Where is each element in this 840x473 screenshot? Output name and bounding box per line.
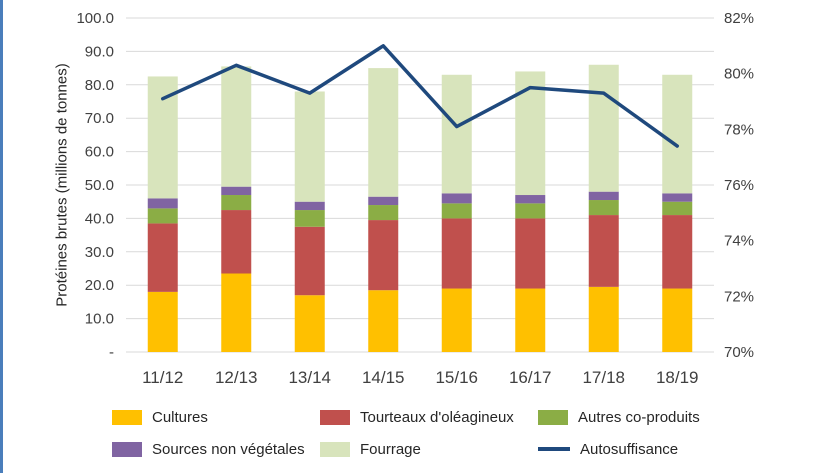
chart-legend: Cultures Tourteaux d'oléagineux Autres c… — [112, 408, 700, 458]
svg-text:11/12: 11/12 — [142, 368, 183, 387]
svg-text:60.0: 60.0 — [85, 144, 114, 161]
legend-item-autres-coproduits: Autres co-produits — [538, 408, 700, 426]
svg-text:16/17: 16/17 — [509, 368, 552, 387]
legend-label-cultures: Cultures — [152, 408, 208, 426]
svg-text:18/19: 18/19 — [656, 368, 699, 387]
legend-item-tourteaux: Tourteaux d'oléagineux — [320, 408, 538, 426]
svg-text:30.0: 30.0 — [85, 244, 114, 261]
svg-text:74%: 74% — [724, 233, 754, 250]
svg-text:82%: 82% — [724, 10, 754, 27]
tourteaux-swatch-icon — [320, 409, 350, 425]
svg-text:13/14: 13/14 — [288, 368, 331, 387]
legend-label-fourrage: Fourrage — [360, 440, 421, 458]
svg-text:15/16: 15/16 — [435, 368, 478, 387]
legend-item-autosuffisance: Autosuffisance — [538, 440, 700, 458]
legend-label-tourteaux: Tourteaux d'oléagineux — [360, 408, 514, 426]
stacked-bar-line-chart: - 10.0 20.0 30.0 40.0 50.0 60.0 70.0 80.0 90.0 100… — [76, 10, 754, 387]
svg-text:72%: 72% — [724, 288, 754, 305]
legend-item-fourrage: Fourrage — [320, 440, 538, 458]
svg-text:70.0: 70.0 — [85, 110, 114, 127]
legend-label-autres-coproduits: Autres co-produits — [578, 408, 700, 426]
legend-label-autosuffisance: Autosuffisance — [580, 440, 679, 458]
svg-text:80%: 80% — [724, 66, 754, 83]
autres-coproduits-swatch-icon — [538, 409, 568, 425]
svg-text:100.0: 100.0 — [76, 10, 114, 27]
svg-text:17/18: 17/18 — [582, 368, 625, 387]
fourrage-swatch-icon — [320, 441, 350, 457]
left-edge-accent — [0, 0, 3, 473]
svg-text:14/15: 14/15 — [362, 368, 405, 387]
svg-text:80.0: 80.0 — [85, 77, 114, 94]
svg-text:12/13: 12/13 — [215, 368, 258, 387]
legend-item-cultures: Cultures — [112, 408, 320, 426]
svg-text:40.0: 40.0 — [85, 210, 114, 227]
legend-label-sources-non-vegetales: Sources non végétales — [152, 440, 305, 458]
cultures-swatch-icon — [112, 409, 142, 425]
svg-text:90.0: 90.0 — [85, 43, 114, 60]
svg-text:70%: 70% — [724, 344, 754, 361]
legend-item-sources-non-vegetales: Sources non végétales — [112, 440, 320, 458]
svg-text:-: - — [109, 344, 114, 361]
autosuffisance-line-swatch-icon — [538, 447, 570, 451]
svg-text:10.0: 10.0 — [85, 311, 114, 328]
svg-text:76%: 76% — [724, 177, 754, 194]
sources-non-vegetales-swatch-icon — [112, 441, 142, 457]
svg-text:78%: 78% — [724, 121, 754, 138]
svg-text:20.0: 20.0 — [85, 277, 114, 294]
y-axis-title: Protéines brutes (millions de tonnes) — [53, 63, 71, 307]
svg-text:50.0: 50.0 — [85, 177, 114, 194]
